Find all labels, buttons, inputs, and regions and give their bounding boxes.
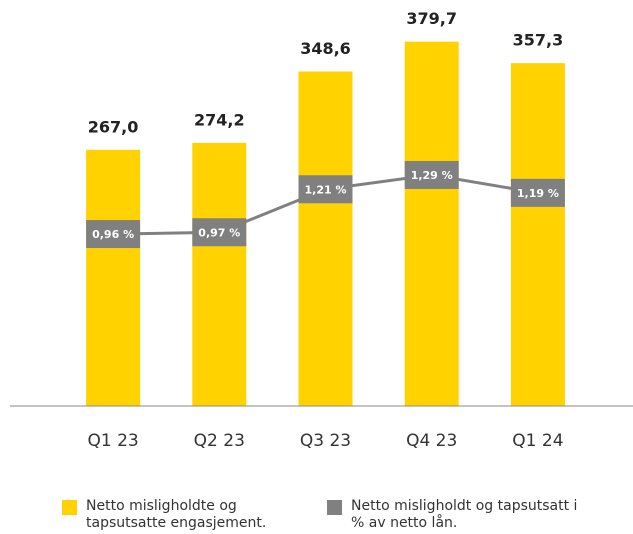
line-value-label: 0,97 % xyxy=(198,226,240,239)
line-label-box xyxy=(510,178,565,207)
x-tick-label: Q4 23 xyxy=(406,431,457,451)
bar xyxy=(404,41,459,406)
legend-item: Netto misligholdte og tapsutsatte engasj… xyxy=(62,498,292,532)
bar-value-label: 357,3 xyxy=(513,31,564,50)
bar-value-label: 274,2 xyxy=(194,110,245,129)
legend-swatch xyxy=(327,500,342,515)
line-value-label: 1,21 % xyxy=(305,183,347,196)
x-tick-label: Q1 23 xyxy=(87,431,138,451)
legend-label: Netto misligholdte og tapsutsatte engasj… xyxy=(86,498,267,531)
legend-item: Netto misligholdt og tapsutsatt i % av n… xyxy=(327,498,587,532)
x-tick-label: Q3 23 xyxy=(300,431,351,451)
line-label-box xyxy=(86,220,141,249)
bar-value-label: 379,7 xyxy=(406,9,457,28)
legend-label: Netto misligholdt og tapsutsatt i % av n… xyxy=(351,498,578,531)
line-label-box xyxy=(192,218,247,247)
line-value-label: 1,19 % xyxy=(517,187,559,200)
bar xyxy=(192,142,247,407)
x-tick-label: Q2 23 xyxy=(194,431,245,451)
x-tick-label: Q1 24 xyxy=(512,431,563,451)
bar xyxy=(510,63,565,407)
bar xyxy=(298,71,353,406)
line-label-box xyxy=(404,160,459,189)
line-value-label: 1,29 % xyxy=(411,169,453,182)
line-value-label: 0,96 % xyxy=(92,228,134,241)
chart: 267,0 274,2 348,6 379,7 357,3 Q1 23 Q2 23 Q3 23… xyxy=(10,9,633,451)
bar-value-label: 348,6 xyxy=(300,39,351,58)
bar-value-label: 267,0 xyxy=(88,117,139,136)
line-label-box xyxy=(298,175,353,204)
bar xyxy=(86,149,141,407)
legend-swatch xyxy=(62,500,77,515)
